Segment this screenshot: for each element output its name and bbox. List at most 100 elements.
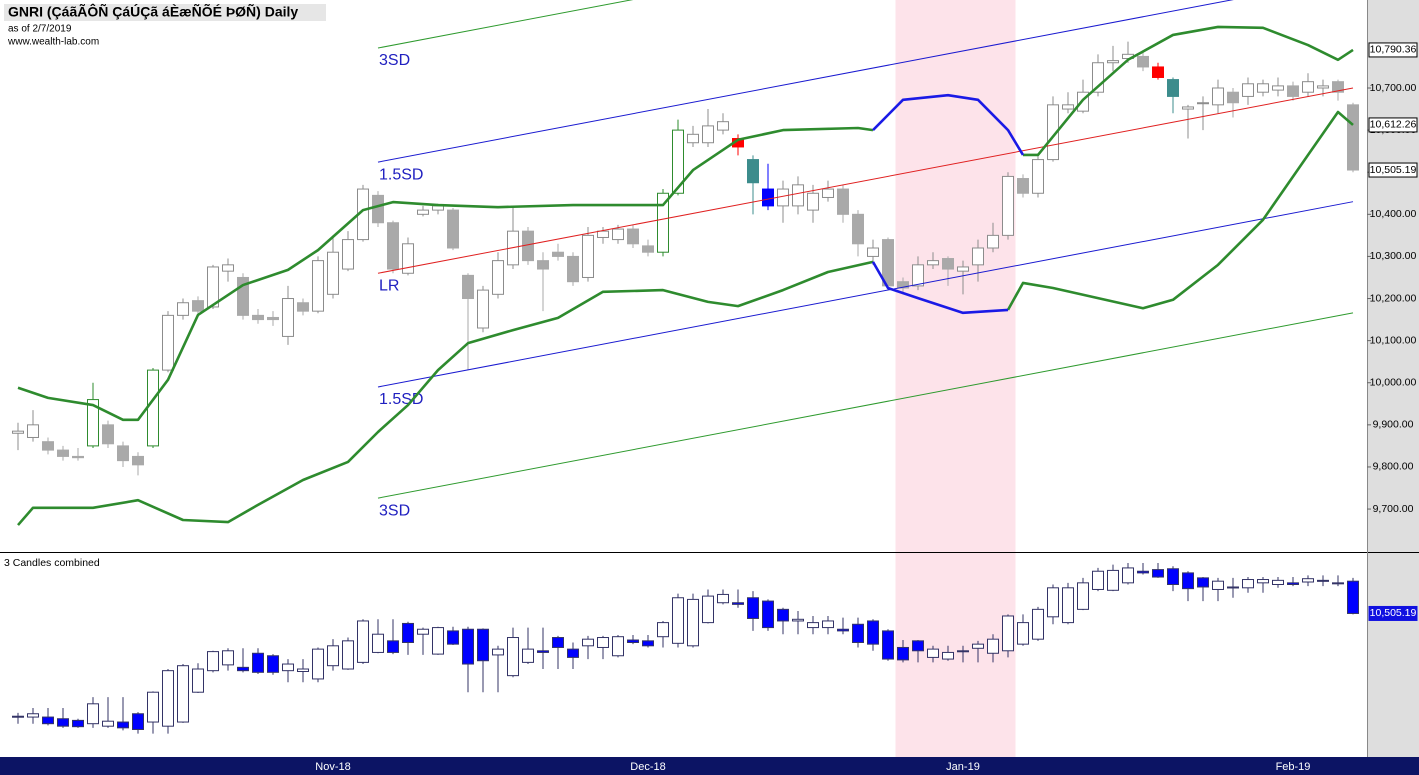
candle-body [1017,178,1029,194]
y-tick-label: 10,200.00 [1370,292,1417,304]
price-tag-box [1368,162,1418,178]
shaded-period [895,553,1016,757]
candle-body [537,260,549,270]
candle-body [1137,570,1149,574]
candle-body [72,455,84,459]
price-tag: 10,790.36 [1370,44,1417,56]
candle-body [1212,87,1224,106]
candle-body [957,650,969,653]
candle-body [327,251,339,295]
y-tick-label: 9,700.00 [1373,503,1414,515]
candle-body [1137,55,1149,68]
candle-body [1032,608,1044,640]
candle-body [1167,568,1179,585]
candle-body [537,650,549,653]
candle-body [1242,579,1254,589]
candle-body [237,666,249,672]
candle-body [282,298,294,337]
price-tag: 10,612.26 [1370,119,1417,131]
candle-body [417,628,429,635]
candle-body [1152,569,1164,578]
candle-body [267,316,279,321]
regression-line [377,312,1354,499]
x-tick-label: Nov-18 [315,761,350,773]
regression-line [377,0,634,49]
candle-body [1257,579,1269,584]
candle-body [402,243,414,274]
candle-body [612,228,624,241]
candle-body [192,668,204,693]
candle-body [87,703,99,725]
candle-body [492,260,504,295]
candle-body [1347,580,1359,614]
candle-body [852,623,864,643]
candle-body [267,655,279,673]
candle-body [582,638,594,647]
candle-body [42,716,54,725]
channel-label: 1.5SD [379,391,423,408]
candle-body [312,260,324,312]
candle-body [1047,587,1059,618]
candle-body [957,266,969,272]
x-tick-label: Feb-19 [1276,761,1311,773]
candle-body [687,598,699,647]
candle-body [1257,83,1269,93]
candle-body [942,258,954,270]
candle-body [1152,66,1164,78]
candle-body [432,205,444,211]
candle-body [1332,81,1344,93]
candle-body [702,125,714,144]
candle-body [777,608,789,622]
candle-body [522,648,534,663]
candle-body [987,638,999,654]
candle-body [117,445,129,462]
candle-body [27,424,39,438]
candle-body [732,602,744,605]
candle-body [627,639,639,643]
candle-body [507,637,519,677]
candle-body [132,455,144,466]
candle-body [357,620,369,663]
candle-body [1317,85,1329,89]
candle-body [1272,85,1284,91]
candle-body [657,192,669,253]
candle-body [837,188,849,215]
candle-body [552,637,564,648]
candle-body [432,627,444,655]
candle-body [747,159,759,184]
candle-body [927,648,939,658]
candle-body [972,247,984,266]
candle-body [462,628,474,665]
x-tick-label: Jan-19 [946,761,980,773]
price-tag: 10,505.19 [1370,164,1417,176]
candle-body [447,630,459,645]
candle-body [102,424,114,445]
candle-body [792,618,804,622]
candle-body [642,245,654,253]
candle-body [402,622,414,643]
candle-body [387,222,399,270]
candle-body [1332,582,1344,585]
candle-body [222,264,234,272]
candle-body [297,302,309,312]
candle-body [462,274,474,300]
price-tag-box [1368,42,1418,58]
candle-body [897,281,909,289]
channel-label: 3SD [379,52,410,69]
candle-body [837,628,849,632]
candle-body [1272,579,1284,585]
pane-title: 3 Candles combined [4,557,100,569]
regression-line [377,201,1354,388]
y-tick-label: 10,700.00 [1370,82,1417,94]
candle-body [762,600,774,629]
candle-body [207,651,219,672]
candle-body [747,597,759,619]
candle-body [387,640,399,653]
candle-body [57,449,69,457]
subtitle: as of 2/7/2019 [8,24,72,35]
candle-body [297,668,309,672]
candle-body [1002,175,1014,236]
candle-body [1167,79,1179,97]
candle-body [12,715,24,718]
candle-body [1017,622,1029,645]
